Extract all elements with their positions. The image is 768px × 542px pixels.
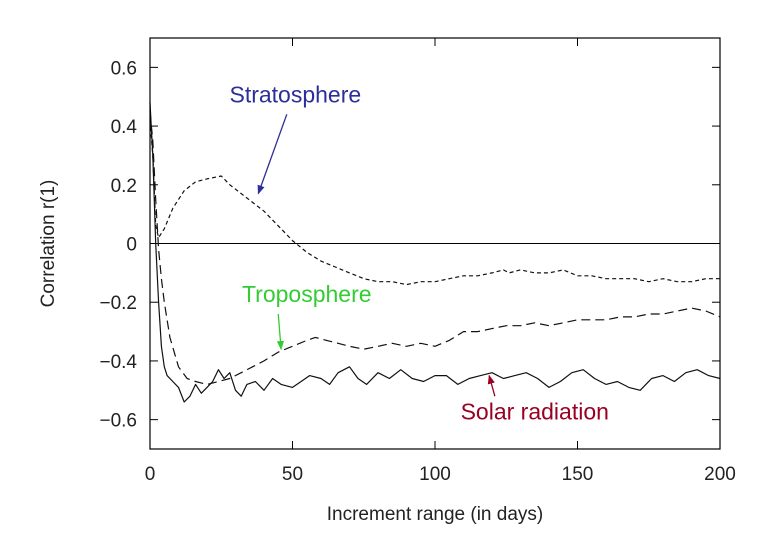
series-line-stratosphere (149, 120, 720, 286)
series-line-troposphere (149, 111, 721, 385)
x-tick-label: 200 (704, 464, 736, 485)
x-tick-label: 50 (282, 464, 303, 485)
series-layer (149, 102, 721, 403)
x-tick-label: 100 (419, 464, 451, 485)
annotation-troposphere: Troposphere (242, 281, 372, 307)
annotation-layer: Stratosphere Troposphere Solar radiation (229, 82, 608, 425)
annotation-arrow-solar-radiation (487, 374, 496, 397)
annotation-arrow-troposphere (276, 313, 285, 351)
plot-frame (149, 37, 721, 450)
y-tick-label: 0 (126, 235, 137, 256)
x-tick-label: 150 (562, 464, 594, 485)
y-tick-label: 0.6 (111, 58, 137, 79)
series-line-solar-radiation (149, 102, 721, 403)
x-axis-label: Increment range (in days) (327, 504, 544, 525)
y-tick-label: 0.4 (111, 117, 138, 138)
x-tick-label: 0 (145, 464, 156, 485)
y-tick-label: −0.4 (99, 352, 137, 373)
y-tick-label: −0.6 (99, 411, 137, 432)
y-tick-label: 0.2 (111, 176, 137, 197)
annotation-stratosphere: Stratosphere (229, 82, 361, 108)
axes: 0 50 100 150 200 −0.6 −0.4 −0.2 0 0.2 0.4 0.6 (99, 38, 736, 485)
y-axis-label: Correlation r(1) (38, 180, 59, 308)
y-tick-label: −0.2 (99, 293, 137, 314)
annotation-solar-radiation: Solar radiation (461, 399, 609, 425)
annotation-arrow-stratosphere (257, 114, 288, 195)
